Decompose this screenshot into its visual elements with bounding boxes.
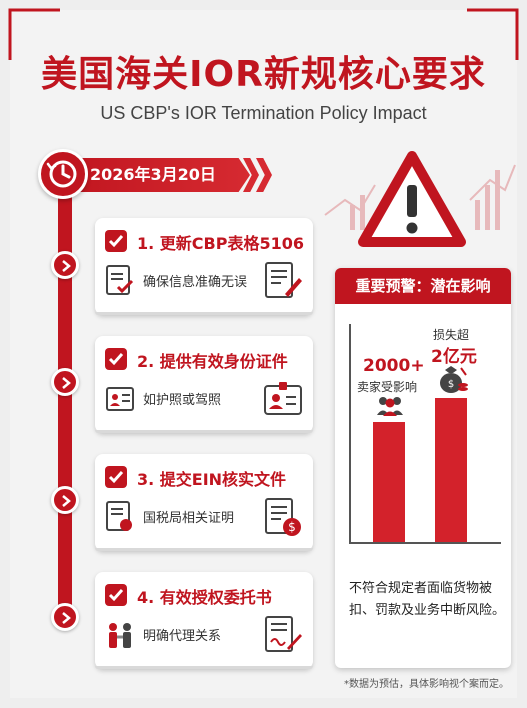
requirement-card-1: 1. 更新CBP表格5106 确保信息准确无误 [95, 218, 313, 315]
requirement-card-4: 4. 有效授权委托书 明确代理关系 [95, 572, 313, 669]
sellers-affected-label: 卖家受影响 [357, 380, 418, 394]
tax-document-icon: $ [265, 498, 301, 536]
clock-icon [38, 149, 88, 199]
page-title: 美国海关IOR新规核心要求 [41, 54, 486, 95]
requirement-desc: 确保信息准确无误 [143, 275, 248, 290]
step-chevron-icon [51, 251, 79, 279]
loss-label: 损失超 [433, 328, 470, 342]
people-icon [377, 397, 403, 416]
form-edit-icon [265, 262, 302, 298]
id-card-icon [264, 382, 302, 415]
svg-text:$: $ [288, 520, 296, 534]
handshake-icon [109, 623, 131, 648]
svg-text:$: $ [448, 379, 454, 390]
checkbox-checked-icon [105, 584, 127, 606]
requirement-title: 4. 有效授权委托书 [137, 588, 272, 607]
sellers-affected-value: 2000+ [363, 356, 425, 376]
checkbox-checked-icon [105, 230, 127, 252]
loss-value: 2亿元 [431, 347, 477, 367]
page-subtitle: US CBP's IOR Termination Policy Impact [100, 103, 427, 123]
document-check-icon [106, 265, 134, 295]
warning-icon [358, 151, 466, 247]
chart-y-axis [349, 324, 351, 542]
requirement-card-3: 3. 提交EIN核实文件 国税局相关证明 $ [95, 454, 313, 551]
requirement-desc: 明确代理关系 [143, 629, 222, 644]
step-chevron-icon [51, 486, 79, 514]
person-id-icon [106, 387, 134, 411]
loss-amount-bar [435, 398, 467, 542]
checkbox-checked-icon [105, 348, 127, 370]
step-chevron-icon [51, 603, 79, 631]
alert-note: 不符合规定者面临货物被扣、罚款及业务中断风险。 [349, 581, 506, 618]
date-banner: 2026年3月20日 [60, 158, 250, 192]
chart-x-axis [349, 542, 501, 544]
alert-heading: 重要预警：潜在影响 [335, 268, 511, 304]
step-chevron-icon [51, 368, 79, 396]
requirement-title: 2. 提供有效身份证件 [137, 352, 288, 371]
signed-contract-icon [265, 616, 302, 652]
requirement-title: 3. 提交EIN核实文件 [137, 470, 287, 489]
footnote: *数据为预估，具体影响视个案而定。 [344, 679, 509, 690]
requirement-desc: 国税局相关证明 [143, 511, 235, 526]
sellers-affected-bar [373, 422, 405, 542]
timeline-line [58, 190, 72, 630]
requirement-title: 1. 更新CBP表格5106 [137, 234, 304, 253]
money-bag-icon: $ [440, 366, 468, 393]
requirement-desc: 如护照或驾照 [143, 393, 222, 408]
deadline-date: 2026年3月20日 [90, 165, 216, 184]
checkbox-checked-icon [105, 466, 127, 488]
requirement-card-2: 2. 提供有效身份证件 如护照或驾照 [95, 336, 313, 433]
alert-panel: 重要预警：潜在影响 2000+ 卖家受影响 损失超 2亿元 $ 不符合规定者面临… [335, 268, 511, 668]
document-seal-icon [106, 501, 132, 531]
